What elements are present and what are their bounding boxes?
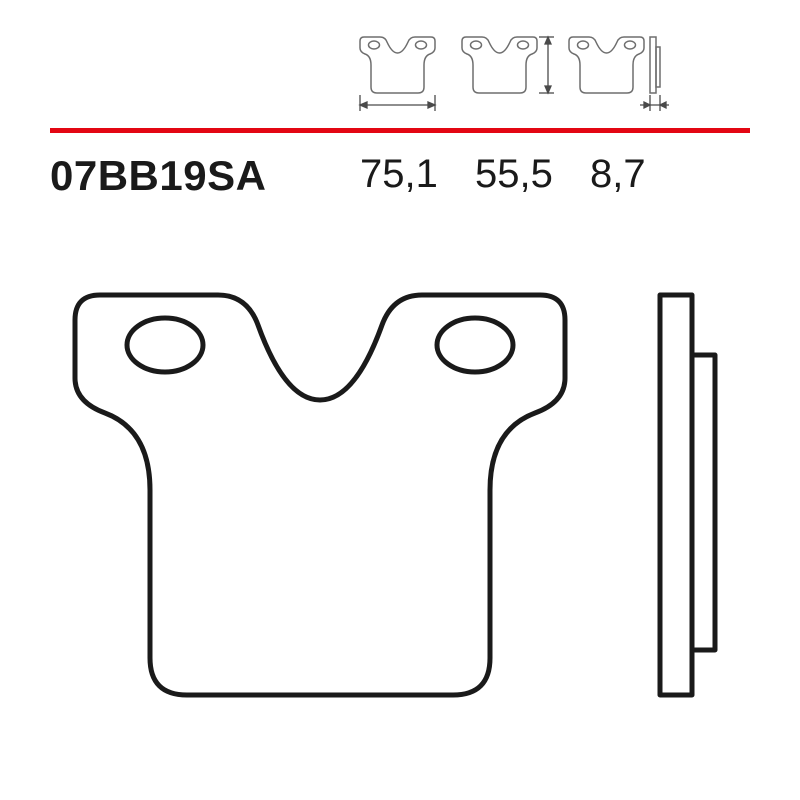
part-number: 07BB19SA (50, 152, 350, 200)
dimension-thickness: 8,7 (590, 152, 690, 200)
brake-pad-drawing (55, 280, 755, 740)
dimension-width: 75,1 (360, 152, 475, 200)
pad-height-icon (457, 35, 552, 107)
divider-rule (50, 128, 750, 133)
diagram-canvas: 07BB19SA 75,1 55,5 8,7 (0, 0, 800, 800)
pad-width-icon (350, 35, 445, 107)
dimension-height: 55,5 (475, 152, 590, 200)
dimension-icons-row (350, 35, 659, 107)
pad-thickness-icon (564, 35, 659, 107)
spec-row: 07BB19SA 75,1 55,5 8,7 (50, 152, 750, 200)
